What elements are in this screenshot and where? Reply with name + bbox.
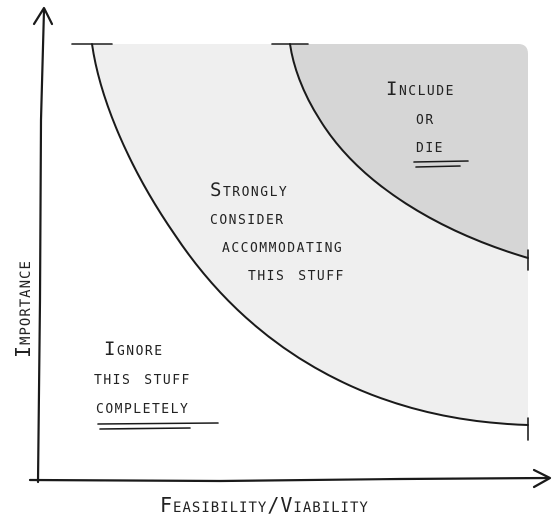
region-outer-underline — [97, 422, 219, 430]
region-middle-line-4: this stuff — [248, 263, 345, 285]
region-inner-line-3: die — [416, 135, 444, 157]
region-inner-line-1: Include — [386, 78, 455, 100]
region-outer-line-3: completely — [96, 396, 189, 418]
region-middle-line-2: consider — [210, 207, 285, 229]
region-inner-underline — [413, 160, 469, 168]
y-axis-label: Importance — [11, 260, 35, 358]
x-axis-line — [28, 476, 550, 483]
region-outer-line-1: Ignore — [104, 338, 164, 360]
region-middle-line-3: accommodating — [222, 235, 343, 257]
y-axis-line — [36, 8, 46, 484]
region-outer-line-2: this stuff — [94, 367, 191, 389]
y-axis-arrowhead — [32, 6, 54, 26]
region-middle-line-1: Strongly — [210, 179, 288, 201]
x-axis-arrowhead — [532, 468, 552, 489]
region-inner-fill — [290, 44, 528, 258]
boundary-curve-outer — [91, 43, 529, 426]
boundary-curve-inner — [289, 43, 529, 259]
x-axis-label: Feasibility/Viability — [160, 493, 369, 517]
region-inner-line-2: or — [416, 107, 435, 129]
